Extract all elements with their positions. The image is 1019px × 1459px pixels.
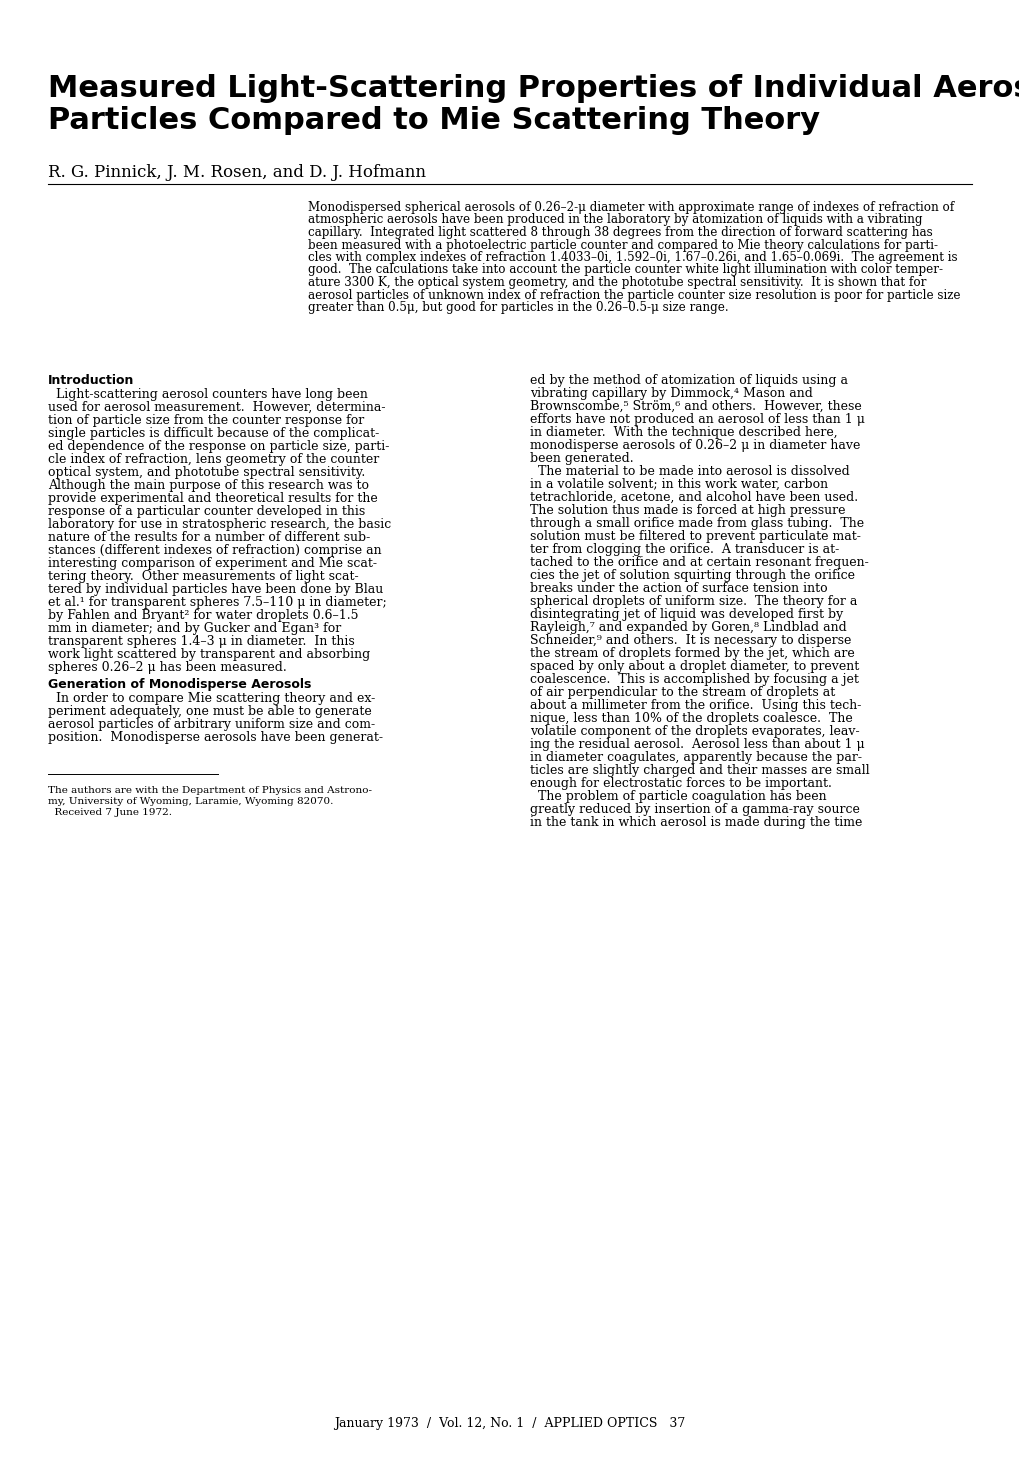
Text: greatly reduced by insertion of a gamma-ray source: greatly reduced by insertion of a gamma-…	[530, 802, 859, 816]
Text: spaced by only about a droplet diameter, to prevent: spaced by only about a droplet diameter,…	[530, 659, 858, 673]
Text: The material to be made into aerosol is dissolved: The material to be made into aerosol is …	[530, 465, 849, 479]
Text: in diameter coagulates, apparently because the par-: in diameter coagulates, apparently becau…	[530, 751, 861, 765]
Text: tered by individual particles have been done by Blau: tered by individual particles have been …	[48, 584, 383, 595]
Text: laboratory for use in stratospheric research, the basic: laboratory for use in stratospheric rese…	[48, 518, 391, 531]
Text: aerosol particles of arbitrary uniform size and com-: aerosol particles of arbitrary uniform s…	[48, 718, 375, 731]
Text: Brownscombe,⁵ Ström,⁶ and others.  However, these: Brownscombe,⁵ Ström,⁶ and others. Howeve…	[530, 400, 861, 413]
Text: ed dependence of the response on particle size, parti-: ed dependence of the response on particl…	[48, 441, 389, 452]
Text: Particles Compared to Mie Scattering Theory: Particles Compared to Mie Scattering The…	[48, 107, 819, 136]
Text: atmospheric aerosols have been produced in the laboratory by atomization of liqu: atmospheric aerosols have been produced …	[308, 213, 921, 226]
Text: by Fahlen and Bryant² for water droplets 0.6–1.5: by Fahlen and Bryant² for water droplets…	[48, 608, 358, 622]
Text: Received 7 June 1972.: Received 7 June 1972.	[48, 808, 172, 817]
Text: Although the main purpose of this research was to: Although the main purpose of this resear…	[48, 479, 369, 492]
Text: cies the jet of solution squirting through the orifice: cies the jet of solution squirting throu…	[530, 569, 854, 582]
Text: The solution thus made is forced at high pressure: The solution thus made is forced at high…	[530, 503, 845, 516]
Text: efforts have not produced an aerosol of less than 1 μ: efforts have not produced an aerosol of …	[530, 413, 864, 426]
Text: good.  The calculations take into account the particle counter white light illum: good. The calculations take into account…	[308, 264, 943, 277]
Text: in a volatile solvent; in this work water, carbon: in a volatile solvent; in this work wate…	[530, 479, 827, 492]
Text: about a millimeter from the orifice.  Using this tech-: about a millimeter from the orifice. Usi…	[530, 699, 860, 712]
Text: tetrachloride, acetone, and alcohol have been used.: tetrachloride, acetone, and alcohol have…	[530, 492, 857, 503]
Text: aerosol particles of unknown index of refraction the particle counter size resol: aerosol particles of unknown index of re…	[308, 289, 960, 302]
Text: vibrating capillary by Dimmock,⁴ Mason and: vibrating capillary by Dimmock,⁴ Mason a…	[530, 387, 812, 400]
Text: Rayleigh,⁷ and expanded by Goren,⁸ Lindblad and: Rayleigh,⁷ and expanded by Goren,⁸ Lindb…	[530, 622, 846, 635]
Text: periment adequately, one must be able to generate: periment adequately, one must be able to…	[48, 705, 371, 718]
Text: used for aerosol measurement.  However, determina-: used for aerosol measurement. However, d…	[48, 401, 385, 414]
Text: disintegrating jet of liquid was developed first by: disintegrating jet of liquid was develop…	[530, 608, 843, 622]
Text: transparent spheres 1.4–3 μ in diameter.  In this: transparent spheres 1.4–3 μ in diameter.…	[48, 635, 355, 648]
Text: cles with complex indexes of refraction 1.4033–0i, 1.592–0i, 1.67–0.26i, and 1.6: cles with complex indexes of refraction …	[308, 251, 957, 264]
Text: nique, less than 10% of the droplets coalesce.  The: nique, less than 10% of the droplets coa…	[530, 712, 852, 725]
Text: been measured with a photoelectric particle counter and compared to Mie theory c: been measured with a photoelectric parti…	[308, 238, 937, 251]
Text: R. G. Pinnick, J. M. Rosen, and D. J. Hofmann: R. G. Pinnick, J. M. Rosen, and D. J. Ho…	[48, 163, 426, 181]
Text: through a small orifice made from glass tubing.  The: through a small orifice made from glass …	[530, 516, 863, 530]
Text: The authors are with the Department of Physics and Astrono-: The authors are with the Department of P…	[48, 786, 372, 795]
Text: Monodispersed spherical aerosols of 0.26–2-μ diameter with approximate range of : Monodispersed spherical aerosols of 0.26…	[308, 201, 954, 214]
Text: et al.¹ for transparent spheres 7.5–110 μ in diameter;: et al.¹ for transparent spheres 7.5–110 …	[48, 595, 386, 608]
Text: spherical droplets of uniform size.  The theory for a: spherical droplets of uniform size. The …	[530, 595, 857, 608]
Text: stances (different indexes of refraction) comprise an: stances (different indexes of refraction…	[48, 544, 381, 557]
Text: ter from clogging the orifice.  A transducer is at-: ter from clogging the orifice. A transdu…	[530, 543, 839, 556]
Text: capillary.  Integrated light scattered 8 through 38 degrees from the direction o: capillary. Integrated light scattered 8 …	[308, 226, 931, 239]
Text: ing the residual aerosol.  Aerosol less than about 1 μ: ing the residual aerosol. Aerosol less t…	[530, 738, 864, 751]
Text: ature 3300 K, the optical system geometry, and the phototube spectral sensitivit: ature 3300 K, the optical system geometr…	[308, 276, 925, 289]
Text: greater than 0.5μ, but good for particles in the 0.26–0.5-μ size range.: greater than 0.5μ, but good for particle…	[308, 301, 728, 314]
Text: In order to compare Mie scattering theory and ex-: In order to compare Mie scattering theor…	[48, 692, 375, 705]
Text: enough for electrostatic forces to be important.: enough for electrostatic forces to be im…	[530, 778, 832, 789]
Text: ed by the method of atomization of liquids using a: ed by the method of atomization of liqui…	[530, 374, 847, 387]
Text: tering theory.  Other measurements of light scat-: tering theory. Other measurements of lig…	[48, 570, 359, 584]
Text: Light-scattering aerosol counters have long been: Light-scattering aerosol counters have l…	[48, 388, 368, 401]
Text: Schneider,⁹ and others.  It is necessary to disperse: Schneider,⁹ and others. It is necessary …	[530, 635, 851, 646]
Text: work light scattered by transparent and absorbing: work light scattered by transparent and …	[48, 648, 370, 661]
Text: interesting comparison of experiment and Mie scat-: interesting comparison of experiment and…	[48, 557, 377, 570]
Text: coalescence.  This is accomplished by focusing a jet: coalescence. This is accomplished by foc…	[530, 673, 858, 686]
Text: volatile component of the droplets evaporates, leav-: volatile component of the droplets evapo…	[530, 725, 859, 738]
Text: Measured Light-Scattering Properties of Individual Aerosol: Measured Light-Scattering Properties of …	[48, 74, 1019, 104]
Text: tion of particle size from the counter response for: tion of particle size from the counter r…	[48, 414, 364, 427]
Text: tached to the orifice and at certain resonant frequen-: tached to the orifice and at certain res…	[530, 556, 868, 569]
Text: breaks under the action of surface tension into: breaks under the action of surface tensi…	[530, 582, 826, 595]
Text: provide experimental and theoretical results for the: provide experimental and theoretical res…	[48, 492, 377, 505]
Text: position.  Monodisperse aerosols have been generat-: position. Monodisperse aerosols have bee…	[48, 731, 382, 744]
Text: monodisperse aerosols of 0.26–2 μ in diameter have: monodisperse aerosols of 0.26–2 μ in dia…	[530, 439, 860, 452]
Text: cle index of refraction, lens geometry of the counter: cle index of refraction, lens geometry o…	[48, 452, 379, 465]
Text: January 1973  /  Vol. 12, No. 1  /  APPLIED OPTICS   37: January 1973 / Vol. 12, No. 1 / APPLIED …	[334, 1417, 685, 1430]
Text: mm in diameter; and by Gucker and Egan³ for: mm in diameter; and by Gucker and Egan³ …	[48, 622, 341, 635]
Text: The problem of particle coagulation has been: The problem of particle coagulation has …	[530, 789, 825, 802]
Text: response of a particular counter developed in this: response of a particular counter develop…	[48, 505, 365, 518]
Text: my, University of Wyoming, Laramie, Wyoming 82070.: my, University of Wyoming, Laramie, Wyom…	[48, 797, 333, 805]
Text: in the tank in which aerosol is made during the time: in the tank in which aerosol is made dur…	[530, 816, 861, 829]
Text: nature of the results for a number of different sub-: nature of the results for a number of di…	[48, 531, 370, 544]
Text: been generated.: been generated.	[530, 452, 633, 465]
Text: ticles are slightly charged and their masses are small: ticles are slightly charged and their ma…	[530, 765, 869, 778]
Text: single particles is difficult because of the complicat-: single particles is difficult because of…	[48, 427, 379, 441]
Text: the stream of droplets formed by the jet, which are: the stream of droplets formed by the jet…	[530, 646, 854, 659]
Text: Generation of Monodisperse Aerosols: Generation of Monodisperse Aerosols	[48, 678, 311, 692]
Text: spheres 0.26–2 μ has been measured.: spheres 0.26–2 μ has been measured.	[48, 661, 286, 674]
Text: optical system, and phototube spectral sensitivity.: optical system, and phototube spectral s…	[48, 465, 365, 479]
Text: in diameter.  With the technique described here,: in diameter. With the technique describe…	[530, 426, 837, 439]
Text: of air perpendicular to the stream of droplets at: of air perpendicular to the stream of dr…	[530, 686, 835, 699]
Text: solution must be filtered to prevent particulate mat-: solution must be filtered to prevent par…	[530, 530, 860, 543]
Text: Introduction: Introduction	[48, 374, 135, 387]
